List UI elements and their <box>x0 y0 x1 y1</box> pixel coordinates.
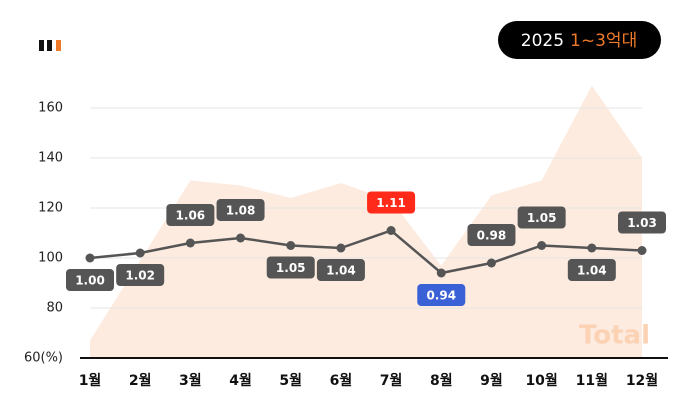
point <box>637 246 647 255</box>
value-label: 1.03 <box>627 216 657 230</box>
x-tick-label: 8월 <box>430 372 453 389</box>
logo-icon <box>39 40 61 51</box>
y-tick-label: 100 <box>38 251 63 266</box>
label-box <box>567 259 616 281</box>
x-tick-label: 12월 <box>626 372 658 389</box>
value-label: 1.05 <box>527 211 557 225</box>
x-tick-label: 5월 <box>279 372 302 389</box>
x-tick-label: 6월 <box>330 372 353 389</box>
x-tick-label: 11월 <box>576 372 608 389</box>
x-tick-label: 7월 <box>380 372 403 389</box>
label-box <box>517 206 566 229</box>
point <box>386 226 396 235</box>
label-box <box>316 259 365 281</box>
label-box <box>116 264 165 286</box>
value-label: 0.98 <box>477 229 507 243</box>
point <box>236 233 246 243</box>
label-box <box>618 211 666 234</box>
value-label: 1.04 <box>577 264 607 278</box>
total-area <box>90 85 642 358</box>
badge-range: 1~3억대 <box>570 31 637 51</box>
x-tick-label: 10월 <box>525 372 557 389</box>
point <box>135 248 145 258</box>
y-tick-label: 80 <box>46 301 63 316</box>
label-box <box>216 199 265 221</box>
y-tick-label: 120 <box>38 201 63 216</box>
point <box>286 241 296 250</box>
y-tick-label: 60(%) <box>24 351 63 366</box>
value-label: 1.00 <box>75 274 105 288</box>
badge-year: 2025 <box>521 31 564 51</box>
point <box>486 258 496 268</box>
x-tick-label: 3월 <box>179 372 202 389</box>
label-box <box>166 204 215 226</box>
point <box>185 238 195 248</box>
line <box>89 229 643 275</box>
area-name: Total <box>579 321 650 351</box>
value-label: 0.94 <box>426 289 456 303</box>
point <box>336 243 346 253</box>
value-label: 1.05 <box>276 261 306 275</box>
x-tick-label: 2월 <box>129 372 152 389</box>
badge-text: 2025 1~3억대 <box>521 31 637 51</box>
y-tick-label: 140 <box>38 151 63 166</box>
point <box>537 241 547 250</box>
point <box>587 243 597 253</box>
value-label: 1.02 <box>125 269 155 283</box>
value-label: 1.11 <box>376 196 406 210</box>
point <box>85 253 95 263</box>
label-box <box>266 256 315 279</box>
y-tick-label: 160 <box>38 101 63 116</box>
label-box <box>467 224 516 246</box>
value-label: 1.08 <box>226 204 256 218</box>
label-box <box>417 284 466 306</box>
value-label: 1.04 <box>326 264 356 278</box>
point <box>436 268 446 278</box>
value-label: 1.06 <box>176 209 206 223</box>
badge <box>498 21 661 59</box>
x-tick-label: 1월 <box>79 372 102 389</box>
x-tick-label: 4월 <box>229 372 252 389</box>
label-box <box>66 269 114 291</box>
label-box <box>367 191 416 214</box>
x-tick-label: 9월 <box>480 372 503 389</box>
